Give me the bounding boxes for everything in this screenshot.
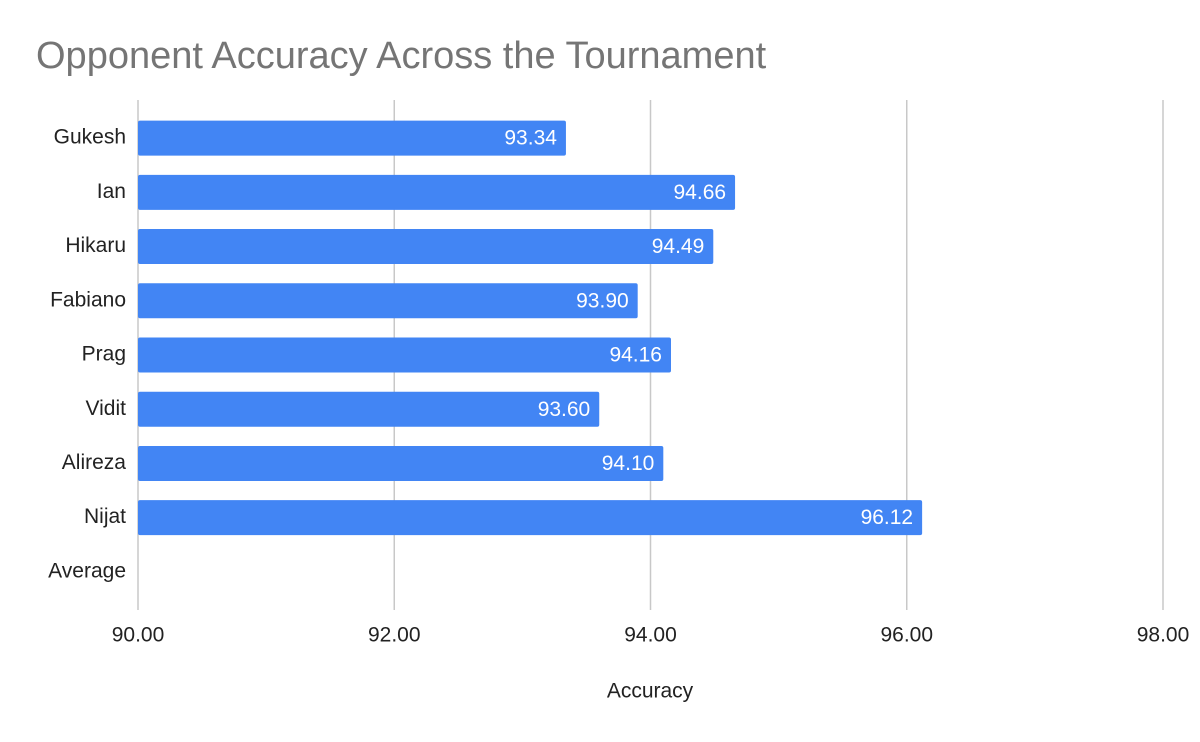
x-tick-label: 92.00 xyxy=(368,624,421,647)
x-axis-title: Accuracy xyxy=(607,680,694,703)
y-tick-label: Average xyxy=(48,559,126,582)
chart-title: Opponent Accuracy Across the Tournament xyxy=(36,35,767,77)
y-tick-label: Nijat xyxy=(84,505,126,528)
bar xyxy=(138,174,736,210)
y-tick-label: Alireza xyxy=(62,451,127,474)
x-tick-label: 98.00 xyxy=(1137,624,1190,647)
bar xyxy=(138,500,923,536)
bar xyxy=(138,445,664,481)
bar xyxy=(138,120,566,156)
y-tick-label: Vidit xyxy=(86,397,127,420)
x-tick-label: 90.00 xyxy=(112,624,165,647)
data-label: 94.10 xyxy=(602,452,655,475)
data-label: 94.16 xyxy=(609,344,662,367)
y-tick-label: Fabiano xyxy=(50,288,126,311)
x-tick-label: 96.00 xyxy=(880,624,933,647)
y-tick-label: Hikaru xyxy=(65,234,126,257)
data-label: 94.49 xyxy=(652,235,705,258)
bar xyxy=(138,337,671,373)
data-label: 93.34 xyxy=(504,127,557,150)
data-label: 93.60 xyxy=(538,398,591,421)
bar xyxy=(138,391,600,427)
data-label: 94.66 xyxy=(674,181,727,204)
y-tick-label: Gukesh xyxy=(54,126,126,149)
data-label: 96.12 xyxy=(861,506,914,529)
y-tick-label: Prag xyxy=(82,343,126,366)
x-tick-label: 94.00 xyxy=(624,624,677,647)
bar xyxy=(138,229,714,265)
y-tick-label: Ian xyxy=(97,180,126,203)
data-label: 93.90 xyxy=(576,289,629,312)
bar xyxy=(138,283,638,319)
